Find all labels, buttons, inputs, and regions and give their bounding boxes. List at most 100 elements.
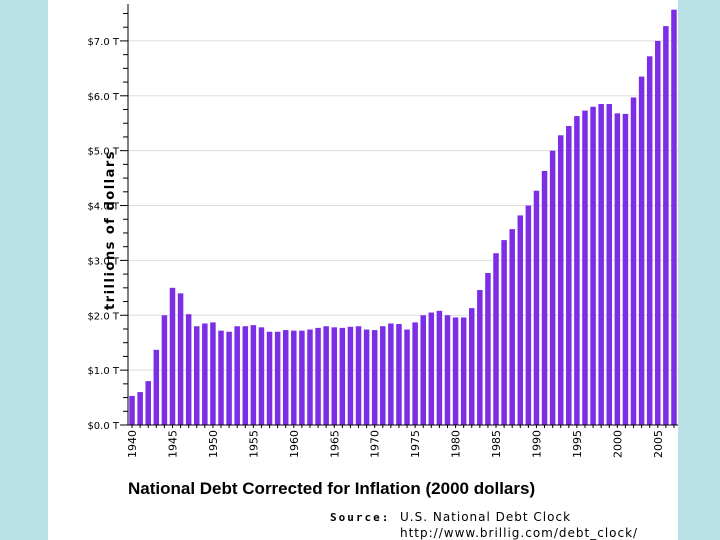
x-tick-label: 1950	[207, 430, 220, 458]
bar-1944	[161, 315, 168, 425]
bars	[129, 9, 677, 426]
bar-1969	[363, 329, 370, 425]
bar-1991	[541, 170, 548, 425]
bar-1981	[460, 317, 467, 425]
y-tick-label: $0.0 T	[87, 421, 119, 432]
bar-1984	[485, 273, 491, 425]
bar-1943	[153, 349, 160, 425]
bar-1971	[380, 326, 386, 425]
x-tick-label: 1995	[571, 430, 584, 458]
bar-1947	[185, 314, 192, 425]
bar-1945	[169, 287, 176, 425]
x-tick-label: 1955	[247, 430, 260, 458]
bar-1986	[501, 240, 507, 425]
chart-panel: $0.0 T $1.0 T $2.0 T $3.0 T $4.0 T $5.0 T $6.0…	[48, 0, 678, 540]
y-tick-label: $1.0 T	[87, 366, 119, 377]
bar-2004	[646, 56, 653, 425]
bar-1979	[444, 315, 451, 425]
debt-chart: $0.0 T $1.0 T $2.0 T $3.0 T $4.0 T $5.0 T $6.0…	[87, 4, 678, 540]
bar-1959	[282, 330, 289, 425]
bar-1970	[371, 330, 378, 425]
bar-1998	[598, 104, 604, 426]
bar-2006	[663, 26, 669, 426]
bar-1952	[226, 331, 232, 425]
bar-1974	[404, 329, 410, 425]
bar-1996	[582, 110, 588, 425]
bar-2002	[630, 97, 637, 425]
y-tick-label: $5.0 T	[87, 147, 119, 158]
x-tick-label: 2000	[611, 430, 624, 458]
bar-1985	[493, 253, 499, 425]
x-tick-label: 1980	[450, 430, 463, 458]
bar-1989	[525, 205, 532, 425]
source-url[interactable]: http://www.brillig.com/debt_clock/	[400, 526, 638, 540]
x-tick-label: 1985	[490, 430, 503, 458]
bar-1948	[194, 326, 200, 425]
bar-1992	[549, 150, 556, 425]
bar-1961	[299, 330, 305, 425]
bar-1965	[331, 327, 337, 425]
bar-2000	[614, 113, 621, 425]
bar-1962	[307, 329, 313, 425]
bar-1966	[339, 327, 346, 425]
bar-1999	[606, 104, 612, 426]
x-tick-label: 1940	[126, 430, 139, 458]
bar-1951	[218, 330, 224, 425]
bar-1982	[469, 308, 475, 425]
bar-1973	[396, 324, 402, 425]
bar-1957	[266, 331, 273, 425]
bar-2005	[655, 40, 661, 426]
bar-1993	[557, 135, 564, 426]
bar-1972	[388, 323, 394, 425]
bar-1976	[420, 315, 426, 425]
bar-1987	[509, 229, 515, 425]
x-tick-label: 1960	[288, 430, 301, 458]
bar-1940	[129, 395, 135, 425]
y-tick-label: $3.0 T	[87, 256, 119, 267]
bar-1963	[315, 327, 321, 425]
chart-title: National Debt Corrected for Inflation (2…	[128, 479, 535, 498]
x-ticks: 1940 1945 1950 1955 1960 1965 1970 1975 1980 1985…	[126, 425, 675, 458]
bar-1997	[590, 106, 596, 425]
x-tick-label: 1970	[369, 430, 382, 458]
bar-1958	[274, 331, 281, 425]
bar-1946	[177, 293, 184, 425]
y-tick-label: $7.0 T	[87, 37, 119, 48]
bar-1955	[250, 325, 257, 425]
bar-2007	[671, 9, 677, 426]
x-tick-label: 2005	[652, 430, 665, 458]
bar-1983	[477, 290, 483, 425]
bar-1980	[452, 317, 459, 425]
y-axis-title: trillions of dollars	[103, 150, 118, 310]
bar-1995	[574, 116, 580, 425]
bar-1942	[145, 381, 151, 425]
bar-1960	[291, 330, 297, 425]
y-ticks: $0.0 T $1.0 T $2.0 T $3.0 T $4.0 T $5.0 T $6.0…	[87, 12, 128, 432]
y-tick-label: $4.0 T	[87, 202, 119, 213]
bar-1990	[533, 190, 540, 425]
y-tick-label: $6.0 T	[87, 92, 119, 103]
bar-1968	[355, 326, 362, 425]
bar-1994	[566, 125, 572, 425]
bar-1953	[234, 326, 240, 425]
bar-1954	[242, 326, 249, 425]
x-tick-label: 1975	[409, 430, 422, 458]
axes	[127, 4, 678, 426]
bar-1956	[258, 327, 265, 425]
bar-1964	[323, 326, 329, 425]
bar-1950	[210, 322, 216, 425]
bar-1988	[517, 215, 524, 425]
source-label: Source:	[330, 511, 390, 524]
bar-2003	[638, 76, 645, 425]
bar-1975	[412, 322, 418, 425]
x-tick-label: 1990	[531, 430, 544, 458]
bar-1977	[428, 312, 435, 425]
x-tick-label: 1965	[328, 430, 341, 458]
bar-1978	[436, 310, 443, 425]
y-tick-label: $2.0 T	[87, 311, 119, 322]
bar-1949	[202, 323, 208, 425]
source-text: U.S. National Debt Clock	[400, 510, 571, 524]
bar-1941	[137, 392, 143, 425]
x-tick-label: 1945	[167, 430, 180, 458]
bar-2001	[622, 113, 629, 426]
